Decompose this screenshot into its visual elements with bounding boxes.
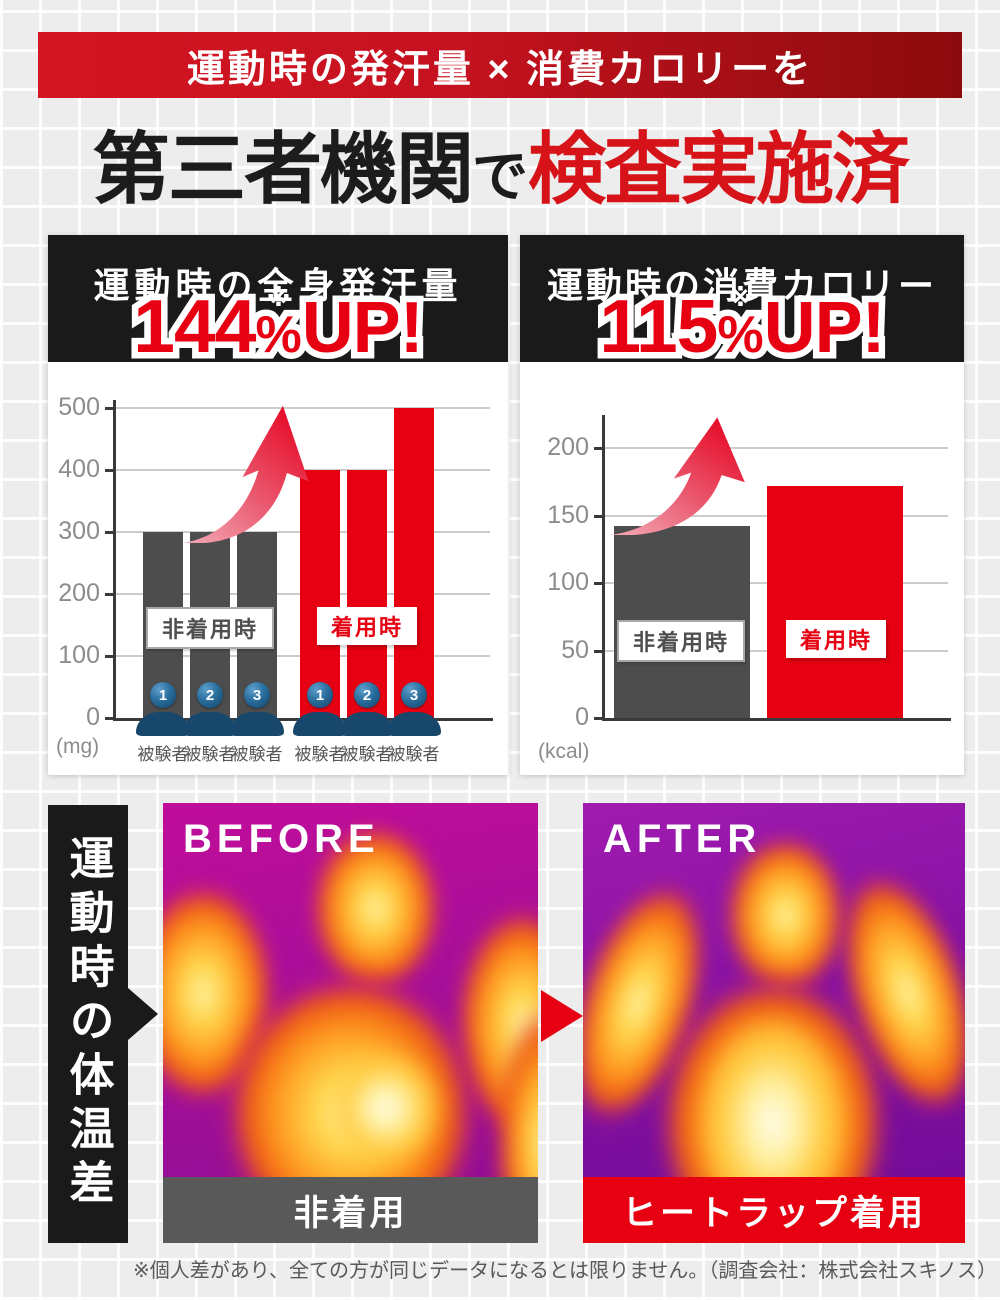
tick-mark (105, 717, 116, 720)
series-label: 着用時 (316, 607, 418, 645)
before-caption: 非着用 (163, 1177, 538, 1243)
axis-unit-label: (mg) (56, 735, 100, 758)
gridline (605, 447, 948, 449)
tick-mark (105, 407, 116, 410)
subject-number-badge: 3 (401, 682, 427, 708)
tick-mark (594, 582, 605, 585)
subject-number-badge: 3 (244, 682, 270, 708)
subject-label: 被験者 (184, 745, 236, 764)
heat-blob (308, 821, 443, 996)
calorie-up-text: 115 ※ %UP! (599, 284, 885, 368)
bar-着用時-2 (347, 470, 387, 718)
sweat-card-header: 運動時の全身発汗量 (48, 235, 508, 362)
tick-label: 0 (575, 703, 589, 731)
tick-label: 200 (58, 579, 100, 607)
tick-mark (594, 514, 605, 518)
tick-label: 200 (547, 433, 589, 461)
sweat-card-title: 運動時の全身発汗量 (93, 265, 463, 306)
heading-black-part: 第三者機関 (91, 125, 474, 214)
tick-label: 100 (58, 641, 100, 669)
tick-mark (105, 655, 116, 658)
subject-person-icon (230, 712, 284, 736)
subject-number-badge: 1 (307, 682, 333, 708)
y-axis (602, 415, 605, 721)
main-heading: 第三者機関で検査実施済 (0, 125, 1000, 215)
subject-label: 被験者 (231, 745, 283, 764)
thermal-side-banner: 運動時の体温差 (48, 805, 128, 1243)
axis-unit-label: (kcal) (538, 740, 590, 763)
gridline (116, 407, 490, 409)
subject-person-icon (183, 712, 237, 736)
calorie-chart-card: 運動時の消費カロリー 115 ※ %UP! 115 ※ %UP! 0 50 100 150 20… (520, 235, 964, 775)
bar-着用時-1 (300, 470, 340, 718)
compare-arrow-icon (541, 990, 583, 1042)
y-axis (113, 400, 116, 721)
subject-number-badge: 1 (150, 682, 176, 708)
subject-label: 被験者 (341, 745, 393, 764)
tick-mark (594, 717, 605, 720)
sweat-chart-card: 運動時の全身発汗量 144 ※ %UP! 144 ※ %UP! 0 100 200 300 40… (48, 235, 508, 775)
heat-blob (328, 1048, 443, 1168)
tick-label: 500 (58, 393, 100, 421)
sweat-up-percentage: 144 ※ %UP! 144 ※ %UP! (48, 282, 508, 371)
growth-arrow-icon (610, 417, 745, 535)
tick-mark (105, 593, 116, 596)
growth-arrow-icon (183, 405, 309, 543)
before-tag: BEFORE (183, 817, 380, 861)
after-caption: ヒートラップ着用 (583, 1177, 965, 1243)
sweat-bar-chart: 0 100 200 300 400 500 (mg) 非着用時 着用時 1 被験者 2 被験者 3 被験者 1… (48, 235, 508, 775)
x-axis (602, 718, 951, 721)
side-banner-arrow-icon (128, 988, 158, 1040)
after-tag: AFTER (603, 817, 762, 861)
top-banner-text: 運動時の発汗量 × 消費カロリーを (186, 48, 814, 91)
thermal-side-label: 運動時の体温差 (62, 835, 114, 1213)
subject-person-icon (136, 712, 190, 736)
calorie-card-header: 運動時の消費カロリー (520, 235, 964, 362)
heading-connector: で (472, 145, 528, 209)
sweat-up-outline: 144 ※ %UP! (127, 282, 430, 371)
subject-label: 被験者 (294, 745, 346, 764)
subject-person-icon (387, 712, 441, 736)
top-banner: 運動時の発汗量 × 消費カロリーを (38, 32, 962, 98)
subject-person-icon (293, 712, 347, 736)
tick-label: 400 (58, 455, 100, 483)
tick-mark (594, 447, 605, 450)
thermal-after-image: AFTER ヒートラップ着用 (583, 803, 965, 1243)
thermal-before-image: BEFORE 非着用 (163, 803, 538, 1243)
subject-number-badge: 2 (354, 682, 380, 708)
subject-label: 被験者 (388, 745, 440, 764)
tick-label: 100 (547, 568, 589, 596)
tick-mark (105, 531, 116, 534)
series-label: 着用時 (785, 620, 887, 658)
series-label: 非着用時 (145, 607, 275, 649)
tick-label: 150 (547, 500, 589, 529)
bar-着用時-3 (394, 408, 434, 718)
series-label: 非着用時 (616, 620, 746, 662)
subject-label: 被験者 (137, 745, 189, 764)
calorie-card-title: 運動時の消費カロリー (546, 265, 937, 306)
calorie-bar-chart: 0 50 100 150 200 (kcal) 非着用時 着用時 (520, 235, 964, 775)
footnote: ※個人差があり、全ての方が同じデータになるとは限りません。（調査会社：株式会社ス… (133, 1260, 997, 1282)
bar-着用時-1 (767, 485, 903, 718)
tick-mark (594, 649, 605, 653)
tick-label: 0 (86, 703, 100, 731)
subject-person-icon (340, 712, 394, 736)
tick-label: 50 (561, 635, 589, 664)
calorie-up-outline: 115 ※ %UP! (593, 282, 892, 371)
tick-mark (105, 469, 116, 472)
heading-red-part: 検査実施済 (528, 125, 910, 214)
calorie-up-percentage: 115 ※ %UP! 115 ※ %UP! (520, 282, 964, 371)
sweat-up-text: 144 ※ %UP! (133, 284, 423, 368)
subject-number-badge: 2 (197, 682, 223, 708)
tick-label: 300 (58, 517, 100, 545)
